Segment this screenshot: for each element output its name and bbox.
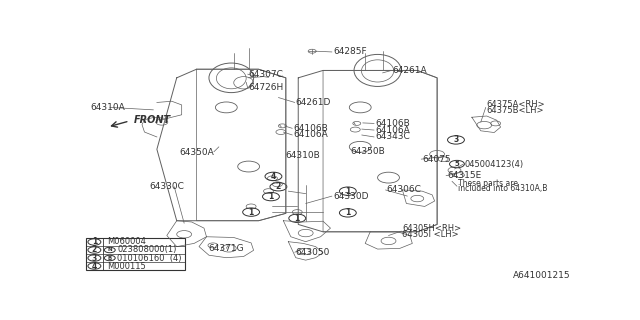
Text: 2: 2 — [276, 182, 281, 191]
Text: 2: 2 — [92, 245, 97, 254]
Text: 64285F: 64285F — [333, 47, 367, 56]
Text: 5: 5 — [454, 161, 460, 167]
Text: 64261D: 64261D — [296, 98, 331, 107]
Text: 64106B: 64106B — [293, 124, 328, 133]
Text: 64305H<RH>: 64305H<RH> — [403, 224, 461, 233]
Text: N: N — [108, 247, 112, 252]
Text: 64306C: 64306C — [387, 185, 421, 195]
Text: 4: 4 — [271, 172, 276, 181]
Text: included into 64310A,B: included into 64310A,B — [458, 184, 547, 193]
Text: 64106B: 64106B — [375, 119, 410, 128]
Text: B: B — [108, 255, 112, 260]
Text: 045004123(4): 045004123(4) — [465, 160, 524, 169]
Text: 1: 1 — [92, 237, 97, 246]
Text: 3: 3 — [453, 135, 459, 144]
Text: 64375A<RH>: 64375A<RH> — [486, 100, 545, 109]
Text: 64375B<LH>: 64375B<LH> — [486, 106, 544, 115]
Text: 64106A: 64106A — [375, 125, 410, 135]
Text: M060004: M060004 — [108, 237, 146, 246]
Text: 1: 1 — [248, 208, 253, 217]
Text: 64350A: 64350A — [179, 148, 214, 157]
Text: 643050: 643050 — [296, 248, 330, 257]
Text: 64315E: 64315E — [447, 171, 481, 180]
Bar — [86, 238, 185, 270]
Text: 023808000(1): 023808000(1) — [117, 245, 177, 254]
Text: 64305I <LH>: 64305I <LH> — [403, 230, 459, 239]
Text: 1: 1 — [345, 208, 351, 217]
Text: 64330D: 64330D — [333, 192, 369, 201]
Text: 64310B: 64310B — [286, 151, 321, 160]
Text: 64307C: 64307C — [249, 70, 284, 79]
Text: 1: 1 — [294, 214, 300, 223]
Text: 64371G: 64371G — [208, 244, 244, 253]
Text: These parts are: These parts are — [458, 179, 518, 188]
Text: 4: 4 — [92, 261, 97, 270]
Text: 64310A: 64310A — [90, 103, 125, 112]
Text: 64075: 64075 — [422, 155, 451, 164]
Text: A641001215: A641001215 — [513, 271, 571, 280]
Text: 1: 1 — [345, 187, 351, 196]
Text: 64261A: 64261A — [392, 66, 427, 75]
Text: 1: 1 — [268, 192, 273, 201]
Text: FRONT: FRONT — [134, 115, 171, 125]
Text: 64343C: 64343C — [375, 132, 410, 141]
Text: 64106A: 64106A — [293, 131, 328, 140]
Text: 3: 3 — [92, 253, 97, 262]
Text: 64330C: 64330C — [150, 182, 184, 191]
Text: 64726H: 64726H — [249, 83, 284, 92]
Text: M000115: M000115 — [108, 261, 146, 270]
Text: 64350B: 64350B — [350, 147, 385, 156]
Text: 010106160  (4): 010106160 (4) — [117, 253, 182, 262]
